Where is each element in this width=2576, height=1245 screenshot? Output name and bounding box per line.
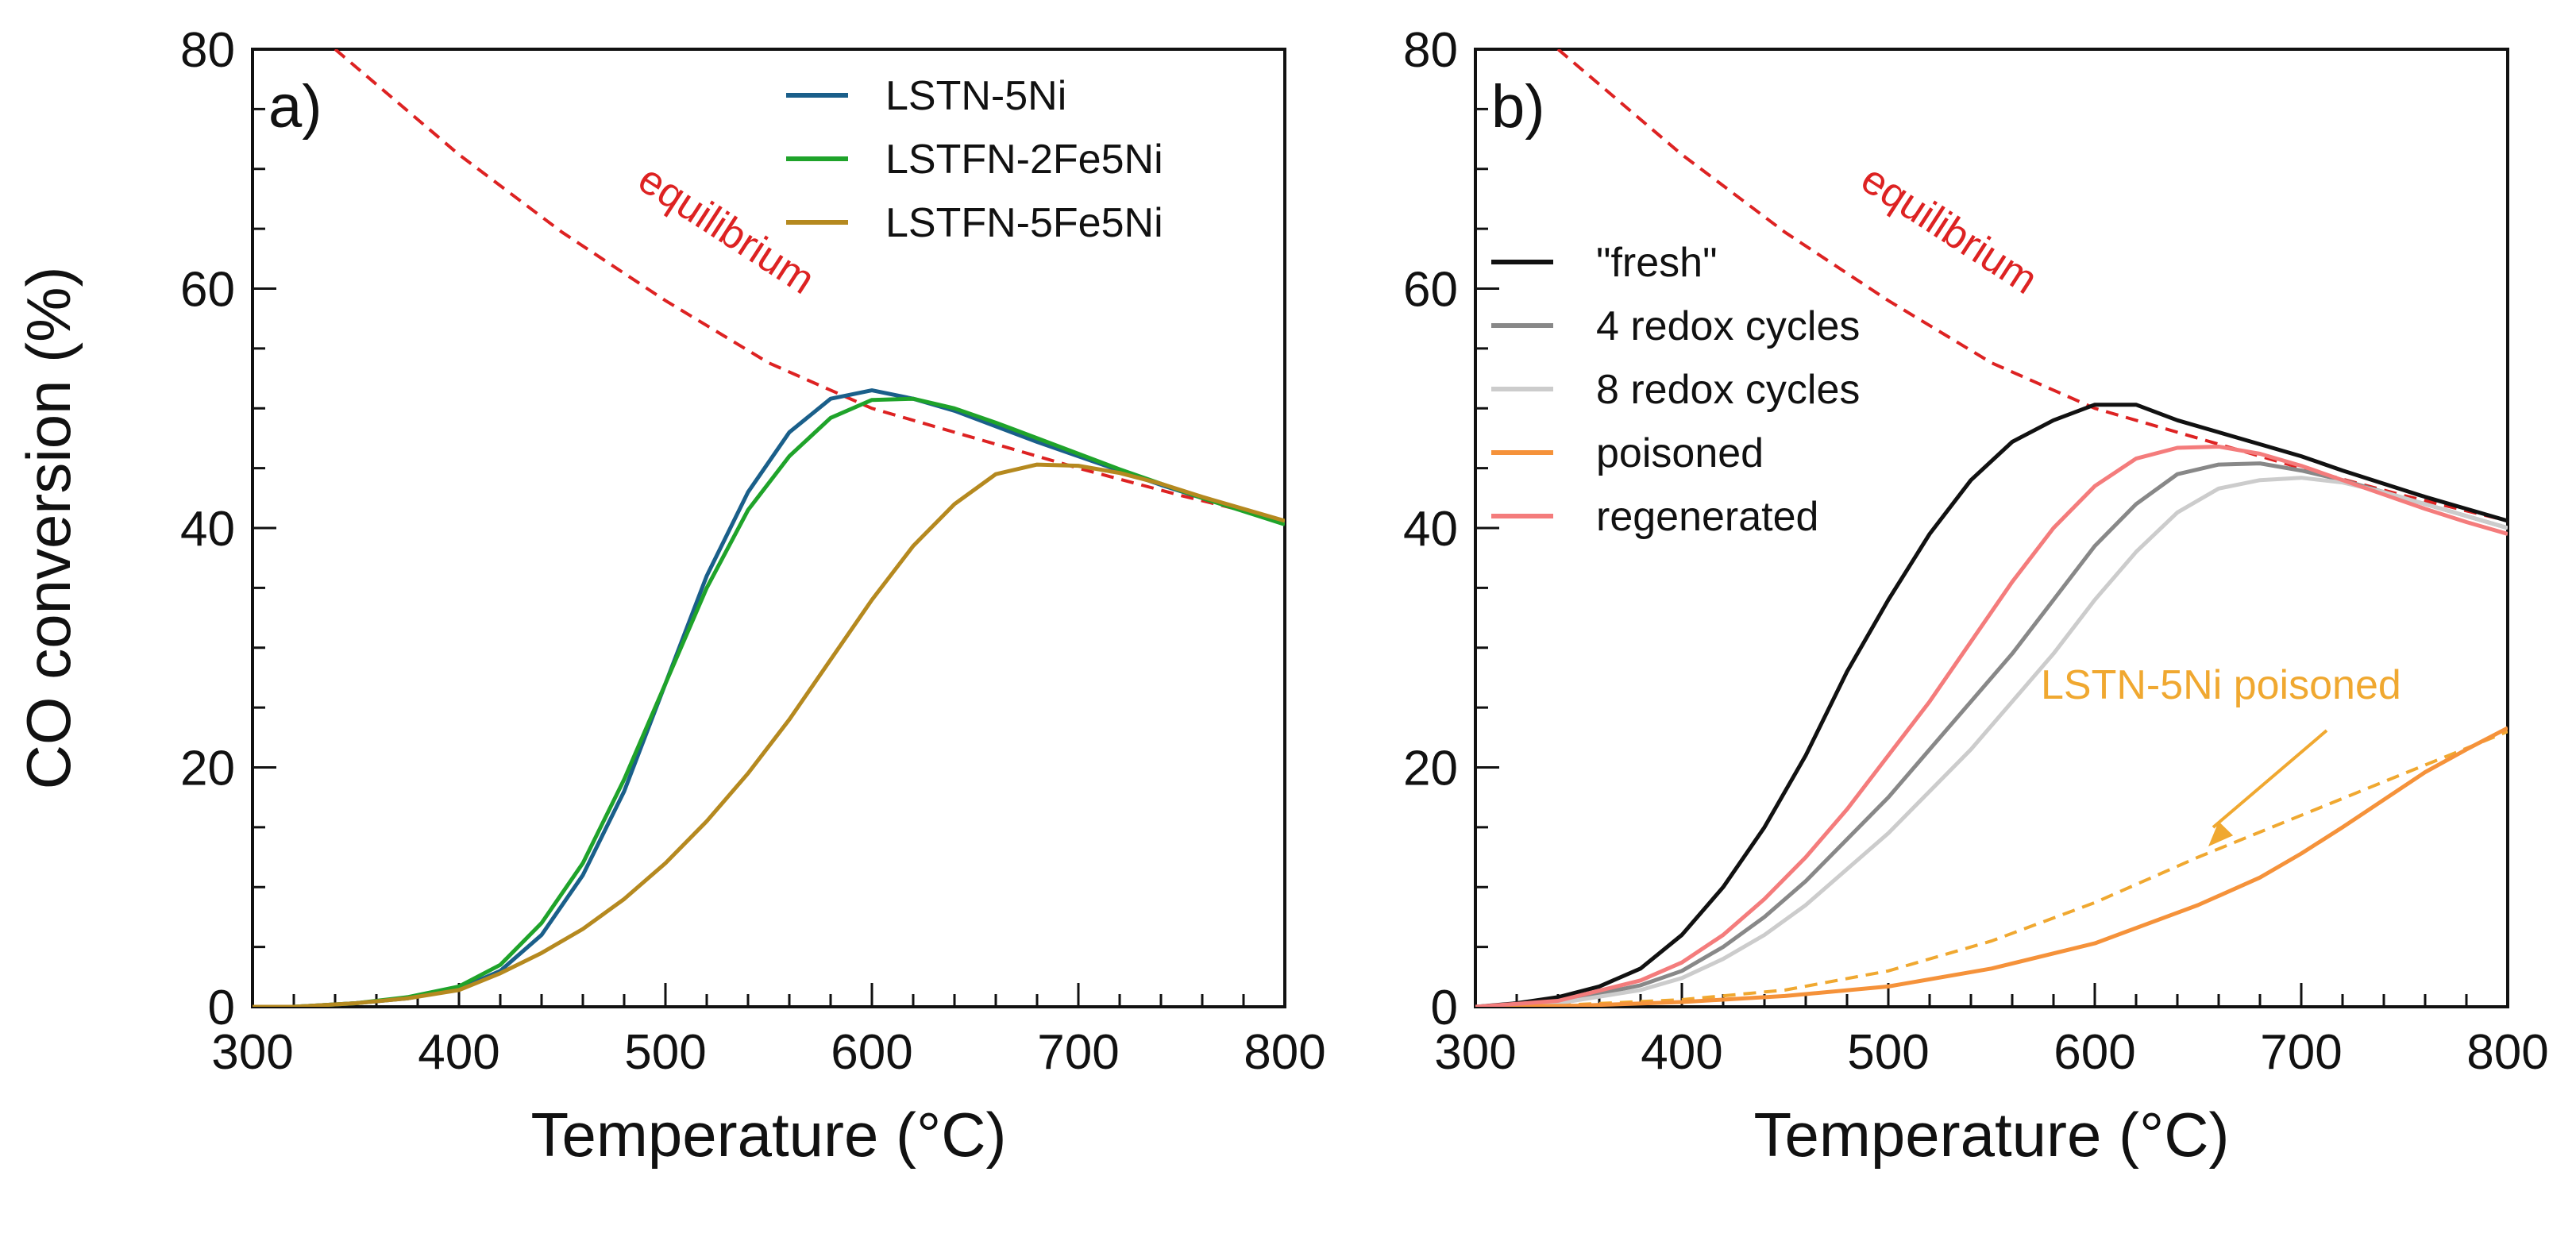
panel-a-series-lstfn-2fe5ni bbox=[253, 396, 1285, 1007]
panel-b-series-lstn-5ni-poisoned bbox=[1475, 730, 2508, 1007]
panel-a-xtick-label-700: 700 bbox=[1037, 1025, 1119, 1080]
panel-b-equilibrium-label: equilibrium bbox=[1853, 156, 2045, 303]
panel-b-ytick-label-80: 80 bbox=[1403, 23, 1458, 78]
panel-b-legend-label-regenerated: regenerated bbox=[1596, 494, 1818, 540]
panel-b-legend-label-fresh: "fresh" bbox=[1596, 240, 1718, 286]
panel-a-xtick-label-600: 600 bbox=[831, 1025, 912, 1080]
panel-b-series-poisoned bbox=[1475, 726, 2508, 1007]
panel-a-ytick-label-0: 0 bbox=[208, 981, 235, 1035]
panel-a-legend-label-lstfn-2fe5ni: LSTFN-2Fe5Ni bbox=[885, 137, 1163, 183]
panel-a-ytick-label-80: 80 bbox=[180, 23, 235, 78]
panel-b-series-fresh bbox=[1475, 403, 2508, 1007]
panel-b-label: b) bbox=[1491, 73, 1545, 141]
panel-b-ytick-label-0: 0 bbox=[1431, 981, 1458, 1035]
panel-b-ytick-label-40: 40 bbox=[1403, 502, 1458, 557]
panel-b-series-4-redox-cycles bbox=[1475, 461, 2508, 1007]
panel-b-legend-label-4-redox-cycles: 4 redox cycles bbox=[1596, 303, 1860, 349]
panel-b-xtick-label-600: 600 bbox=[2053, 1025, 2135, 1080]
panel-a-chart: 300 400 500 600 700 800 0 20 40 60 80 Temperature (… bbox=[13, 23, 1326, 1170]
panel-b-annotation-lstn-5ni-poisoned: LSTN-5Ni poisoned bbox=[2041, 662, 2401, 708]
panel-b-annotation-arrow-shaft bbox=[2212, 729, 2328, 829]
panel-b-legend-label-poisoned: poisoned bbox=[1596, 430, 1764, 476]
panel-b-chart: 300 400 500 600 700 800 0 20 40 60 80 Temperature (… bbox=[1403, 23, 2549, 1170]
panel-a-y-axis-title: CO conversion (%) bbox=[13, 267, 83, 790]
panel-a-legend-label-lstn-5ni: LSTN-5Ni bbox=[885, 73, 1066, 119]
panel-a-xtick-label-400: 400 bbox=[418, 1025, 499, 1080]
panel-a-series-lstfn-5fe5ni bbox=[253, 462, 1285, 1007]
panel-a-plot-area bbox=[253, 49, 1285, 1007]
panel-a-xtick-label-500: 500 bbox=[624, 1025, 706, 1080]
panel-a-xtick-label-800: 800 bbox=[1244, 1025, 1325, 1080]
panel-b-xtick-label-500: 500 bbox=[1847, 1025, 1929, 1080]
panel-a-ytick-label-20: 20 bbox=[180, 742, 235, 796]
panel-b-xtick-label-300: 300 bbox=[1434, 1025, 1516, 1080]
panel-a-x-axis-title: Temperature (°C) bbox=[530, 1100, 1006, 1170]
panel-b-x-axis-title: Temperature (°C) bbox=[1753, 1100, 2229, 1170]
panel-b-xtick-label-400: 400 bbox=[1641, 1025, 1722, 1080]
panel-a-plot-frame bbox=[251, 48, 1286, 1008]
panel-a-equilibrium-line bbox=[334, 49, 1285, 522]
panel-b-legend-label-8-redox-cycles: 8 redox cycles bbox=[1596, 367, 1860, 413]
panel-a-label: a) bbox=[268, 73, 322, 141]
panel-b-plot-area bbox=[1475, 49, 2508, 1007]
panel-b-series-regenerated bbox=[1475, 445, 2508, 1007]
panel-a-ytick-label-40: 40 bbox=[180, 502, 235, 557]
panel-b-xtick-label-800: 800 bbox=[2466, 1025, 2548, 1080]
panel-b-ytick-label-20: 20 bbox=[1403, 742, 1458, 796]
panel-a-equilibrium-label: equilibrium bbox=[630, 156, 822, 303]
panel-a-legend-label-lstfn-5fe5ni: LSTFN-5Fe5Ni bbox=[885, 200, 1163, 246]
panel-a-ytick-label-60: 60 bbox=[180, 263, 235, 318]
panel-b-ytick-label-60: 60 bbox=[1403, 263, 1458, 318]
panel-b-annotation-arrow-head bbox=[2208, 821, 2234, 847]
panel-b-xtick-label-700: 700 bbox=[2260, 1025, 2342, 1080]
panel-b-series-8-redox-cycles bbox=[1475, 476, 2508, 1007]
panel-a-xtick-label-300: 300 bbox=[211, 1025, 293, 1080]
